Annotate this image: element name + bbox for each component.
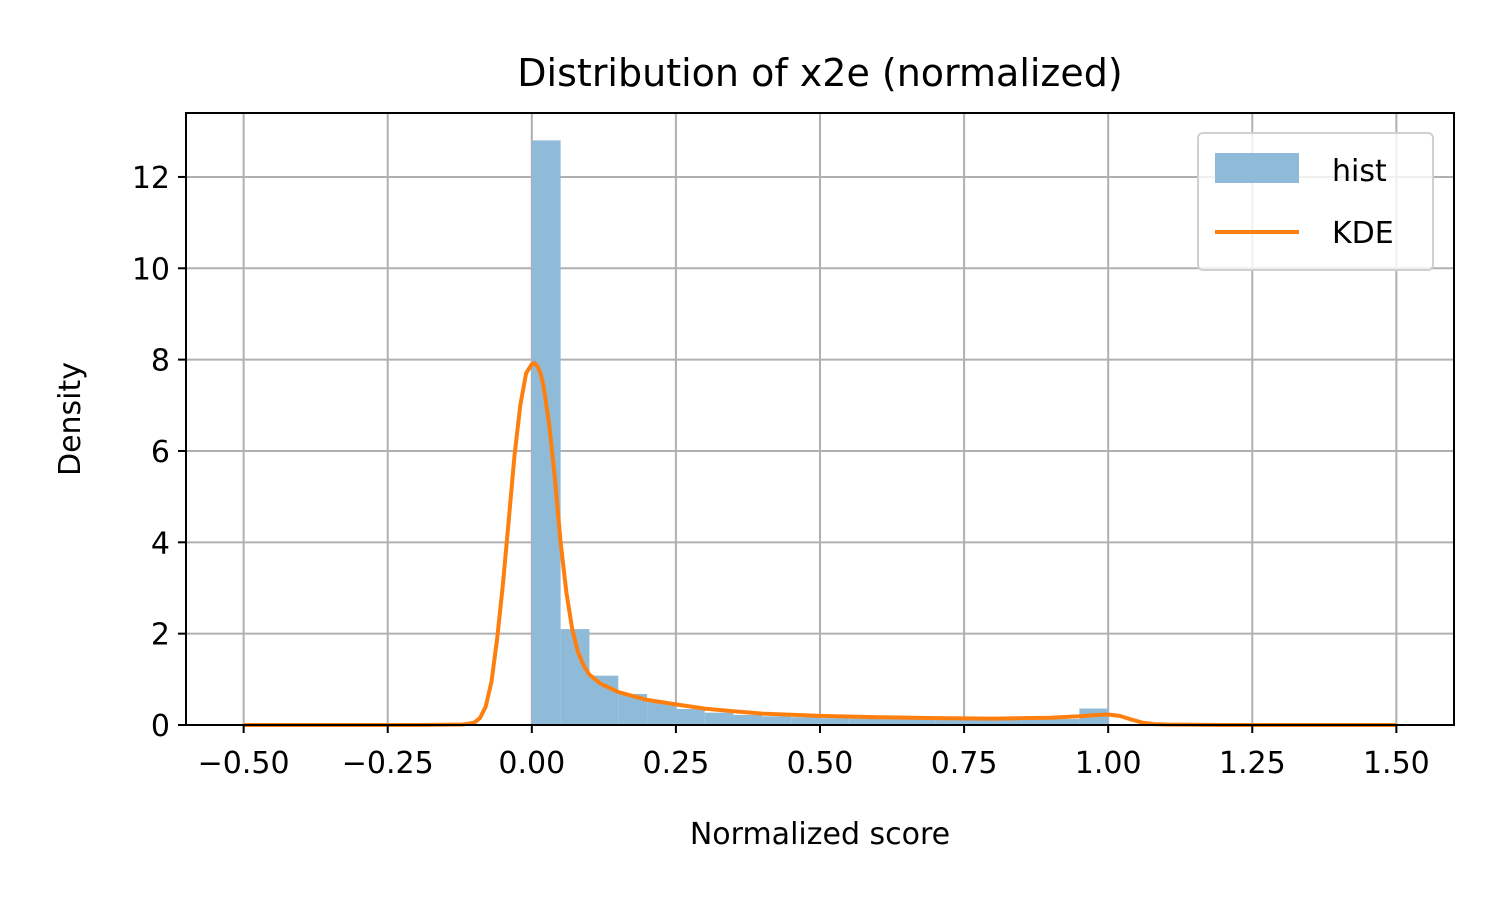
x-axis-ticks: −0.50 −0.25 0.00 0.25 0.50 0.75 1.00 1.25 1.50 [198, 725, 1430, 781]
x-axis-label: Normalized score [690, 817, 950, 852]
histogram-bar [733, 714, 763, 725]
histogram-bar [906, 719, 936, 725]
histogram-bar [877, 719, 907, 725]
y-axis-label: Density [53, 362, 88, 476]
histogram-bar [848, 718, 878, 725]
kde-line [243, 361, 1397, 727]
histogram-bar [531, 140, 561, 726]
histogram-bar [647, 702, 676, 725]
histogram-bar [820, 718, 849, 725]
y-tick-label: 0 [151, 709, 170, 744]
legend: hist KDE [1197, 132, 1434, 271]
x-tick-label: 1.50 [1363, 746, 1430, 781]
kde-line-group [243, 361, 1397, 727]
histogram-bar [1021, 719, 1051, 725]
y-tick-label: 12 [132, 161, 170, 196]
y-tick-label: 4 [151, 526, 170, 561]
histogram-bar [704, 712, 734, 725]
histogram-bar [964, 719, 993, 725]
y-tick-label: 8 [151, 344, 170, 379]
histogram-bar [675, 709, 705, 725]
x-tick-label: 0.00 [498, 746, 565, 781]
x-tick-label: 0.50 [787, 746, 854, 781]
y-tick-label: 2 [151, 618, 170, 653]
histogram-bar [935, 719, 965, 725]
chart-title: Distribution of x2e (normalized) [517, 51, 1122, 95]
histogram-bar [1050, 719, 1080, 725]
x-tick-label: −0.25 [342, 746, 434, 781]
histogram-bar [791, 717, 820, 725]
x-tick-label: 1.00 [1075, 746, 1142, 781]
legend-hist-swatch [1215, 153, 1299, 183]
x-tick-label: 1.25 [1219, 746, 1286, 781]
x-tick-label: 0.25 [643, 746, 710, 781]
histogram-bar [762, 716, 792, 725]
histogram-bar [992, 719, 1022, 725]
y-axis-ticks: 0 2 4 6 8 10 12 [132, 161, 186, 744]
histogram-bars [531, 140, 1109, 726]
legend-hist-label: hist [1332, 154, 1387, 189]
y-tick-label: 10 [132, 252, 170, 287]
legend-kde-label: KDE [1332, 216, 1394, 251]
x-tick-label: 0.75 [931, 746, 998, 781]
x-tick-label: −0.50 [198, 746, 290, 781]
y-tick-label: 6 [151, 435, 170, 470]
